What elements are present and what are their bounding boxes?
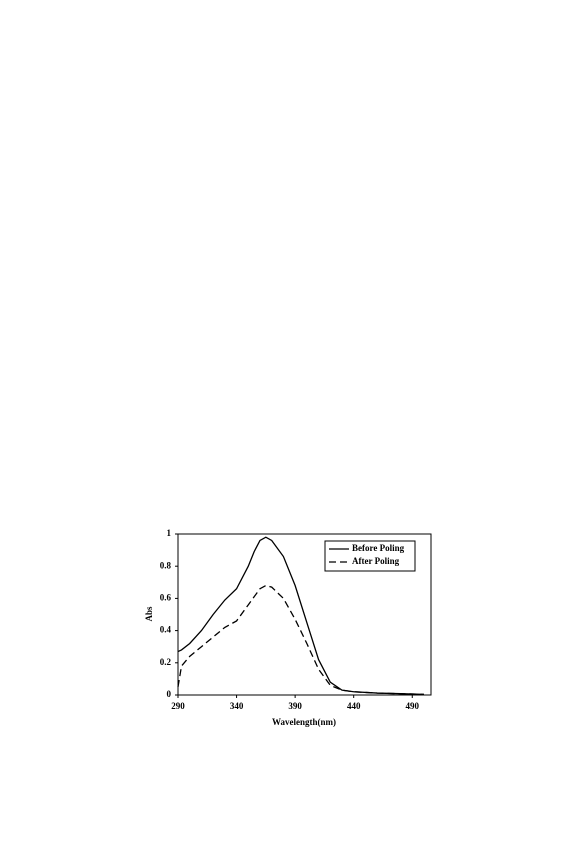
series-line bbox=[177, 584, 424, 696]
y-tick-label: 0.4 bbox=[160, 625, 172, 635]
y-tick-label: 0.2 bbox=[160, 657, 172, 667]
x-axis-label: Wavelength(nm) bbox=[272, 717, 336, 727]
y-tick-label: 0 bbox=[167, 689, 172, 699]
plot-frame bbox=[177, 533, 432, 696]
x-tick-label: 340 bbox=[230, 701, 244, 711]
legend-box bbox=[324, 540, 416, 572]
y-tick-label: 0.6 bbox=[160, 592, 172, 602]
x-tick-label: 490 bbox=[406, 701, 420, 711]
x-tick-label: 440 bbox=[347, 701, 361, 711]
y-tick-label: 0.8 bbox=[160, 560, 172, 570]
x-tick-label: 290 bbox=[171, 701, 185, 711]
legend-label: Before Poling bbox=[352, 543, 405, 553]
y-axis-label: Abs bbox=[144, 606, 154, 622]
y-tick-label: 1 bbox=[167, 528, 172, 538]
legend-label: After Poling bbox=[352, 556, 400, 566]
x-tick-label: 390 bbox=[288, 701, 302, 711]
